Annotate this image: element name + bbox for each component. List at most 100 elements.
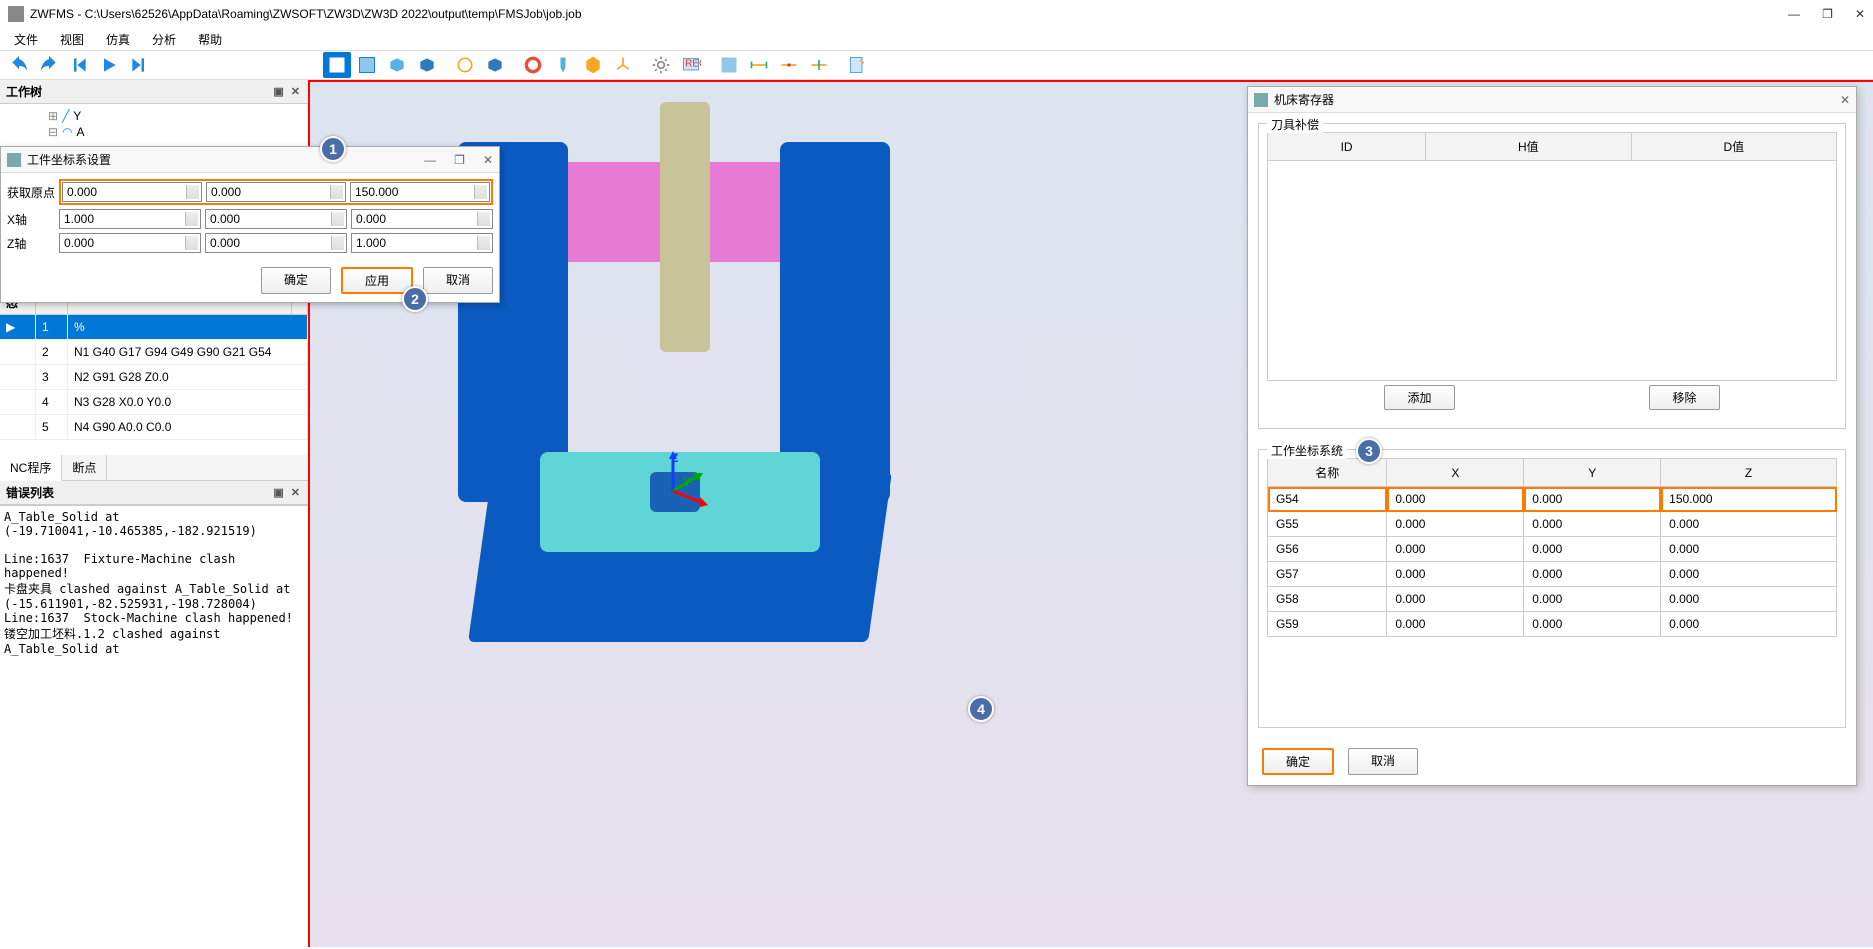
- gear-icon[interactable]: [647, 52, 675, 78]
- wcs-row[interactable]: G580.0000.0000.000: [1268, 587, 1837, 612]
- wcs-row[interactable]: G550.0000.0000.000: [1268, 512, 1837, 537]
- skip-end-icon[interactable]: [125, 52, 153, 78]
- hex-icon[interactable]: [579, 52, 607, 78]
- cube1-icon[interactable]: [383, 52, 411, 78]
- axes-icon[interactable]: [609, 52, 637, 78]
- coord-input[interactable]: 1.000: [351, 233, 493, 253]
- title-bar: ZWFMS - C:\Users\62526\AppData\Roaming\Z…: [0, 0, 1873, 28]
- wcs-title: 工作坐标系统: [1267, 442, 1347, 459]
- menu-file[interactable]: 文件: [4, 29, 48, 50]
- register-icon: [1254, 93, 1268, 107]
- coord-max-icon[interactable]: ❐: [454, 153, 465, 167]
- nc-row[interactable]: 4N3 G28 X0.0 Y0.0: [0, 390, 308, 415]
- reg-icon[interactable]: REG: [677, 52, 705, 78]
- tool-comp-group: 刀具补偿 ID H值 D值 添加 移除: [1258, 123, 1846, 429]
- coord-input[interactable]: 1.000: [59, 209, 201, 229]
- wcs-row[interactable]: G590.0000.0000.000: [1268, 612, 1837, 637]
- play-icon[interactable]: [95, 52, 123, 78]
- menu-sim[interactable]: 仿真: [96, 29, 140, 50]
- report-icon[interactable]: [843, 52, 871, 78]
- nc-rows[interactable]: ▶1%2N1 G40 G17 G94 G49 G90 G21 G543N2 G9…: [0, 315, 308, 455]
- coord-row: 获取原点 0.000 0.000 150.000: [7, 179, 493, 205]
- coord-titlebar[interactable]: 工件坐标系设置 — ❐ ✕: [1, 147, 499, 173]
- coord-input[interactable]: 0.000: [205, 233, 347, 253]
- cube2-icon[interactable]: [413, 52, 441, 78]
- measure2-icon[interactable]: [775, 52, 803, 78]
- undo-icon[interactable]: [5, 52, 33, 78]
- coord-input[interactable]: 0.000: [59, 233, 201, 253]
- wcs-table[interactable]: 名称 X Y Z G540.0000.000150.000G550.0000.0…: [1267, 458, 1837, 637]
- coord-close-icon[interactable]: ✕: [483, 153, 493, 167]
- circle-tool-icon[interactable]: [451, 52, 479, 78]
- wcs-col-z[interactable]: Z: [1661, 459, 1837, 487]
- coord-input[interactable]: 0.000: [206, 182, 346, 202]
- coord-dialog: 工件坐标系设置 — ❐ ✕ 获取原点 0.000 0.000 150.000 X轴…: [0, 146, 500, 303]
- coord-min-icon[interactable]: —: [424, 153, 436, 167]
- register-close-icon[interactable]: ✕: [1840, 93, 1850, 107]
- panel-controls[interactable]: ▣ ✕: [273, 85, 302, 98]
- main-toolbar: REG: [0, 50, 1873, 80]
- view-mode1-icon[interactable]: [323, 52, 351, 78]
- coord-input[interactable]: 0.000: [351, 209, 493, 229]
- view-mode2-icon[interactable]: [353, 52, 381, 78]
- tool-comp-table[interactable]: ID H值 D值: [1267, 132, 1837, 381]
- register-titlebar[interactable]: 机床寄存器 ✕: [1248, 87, 1856, 113]
- coord-row: X轴 1.000 0.000 0.000: [7, 209, 493, 229]
- close-button[interactable]: ✕: [1855, 7, 1865, 21]
- measure3-icon[interactable]: [805, 52, 833, 78]
- nc-row[interactable]: 3N2 G91 G28 Z0.0: [0, 365, 308, 390]
- redo-icon[interactable]: [35, 52, 63, 78]
- skip-start-icon[interactable]: [65, 52, 93, 78]
- remove-button[interactable]: 移除: [1649, 385, 1719, 410]
- coord-row: Z轴 0.000 0.000 1.000: [7, 233, 493, 253]
- error-list[interactable]: A_Table_Solid at (-19.710041,-10.465385,…: [0, 505, 308, 947]
- coord-input[interactable]: 150.000: [350, 182, 490, 202]
- nc-tabs: NC程序 断点: [0, 455, 308, 481]
- coord-cancel-button[interactable]: 取消: [423, 267, 493, 294]
- menu-help[interactable]: 帮助: [188, 29, 232, 50]
- machine-model: Z Y: [440, 102, 920, 642]
- tree-item-a[interactable]: ⊟ ◠ A: [48, 124, 288, 140]
- tc-col-h[interactable]: H值: [1426, 133, 1631, 161]
- tab-break[interactable]: 断点: [62, 455, 107, 480]
- wcs-col-x[interactable]: X: [1387, 459, 1524, 487]
- menu-analyze[interactable]: 分析: [142, 29, 186, 50]
- register-cancel-button[interactable]: 取消: [1348, 748, 1418, 775]
- coord-apply-button[interactable]: 应用: [341, 267, 413, 294]
- callout-3: 3: [1356, 438, 1382, 464]
- cube3-icon[interactable]: [481, 52, 509, 78]
- coord-input[interactable]: 0.000: [205, 209, 347, 229]
- tc-col-d[interactable]: D值: [1631, 133, 1836, 161]
- error-title: 错误列表: [6, 484, 54, 501]
- add-button[interactable]: 添加: [1384, 385, 1454, 410]
- wcs-col-y[interactable]: Y: [1524, 459, 1661, 487]
- coord-input[interactable]: 0.000: [62, 182, 202, 202]
- nc-row[interactable]: 2N1 G40 G17 G94 G49 G90 G21 G54: [0, 340, 308, 365]
- menu-view[interactable]: 视图: [50, 29, 94, 50]
- minimize-button[interactable]: —: [1788, 7, 1800, 21]
- tc-col-id[interactable]: ID: [1268, 133, 1426, 161]
- wcs-row[interactable]: G570.0000.0000.000: [1268, 562, 1837, 587]
- wcs-row[interactable]: G560.0000.0000.000: [1268, 537, 1837, 562]
- tree-item-y[interactable]: ⊞ ╱ Y: [48, 108, 288, 124]
- panel-icon[interactable]: [715, 52, 743, 78]
- maximize-button[interactable]: ❐: [1822, 7, 1833, 21]
- coord-body: 获取原点 0.000 0.000 150.000 X轴 1.000 0.000 0…: [1, 173, 499, 263]
- measure1-icon[interactable]: [745, 52, 773, 78]
- nc-row[interactable]: 5N4 G90 A0.0 C0.0: [0, 415, 308, 440]
- svg-text:REG: REG: [685, 59, 701, 70]
- tool-icon[interactable]: [549, 52, 577, 78]
- tab-nc[interactable]: NC程序: [0, 455, 62, 481]
- lifebuoy-icon[interactable]: [519, 52, 547, 78]
- error-controls[interactable]: ▣ ✕: [273, 486, 302, 499]
- 3d-viewport[interactable]: Z Y 机床寄存器 ✕ 刀具补偿 ID: [310, 80, 1873, 947]
- wcs-row[interactable]: G540.0000.000150.000: [1268, 487, 1837, 512]
- tool-comp-title: 刀具补偿: [1267, 116, 1323, 133]
- work-tree[interactable]: ⊞ ╱ Y ⊟ ◠ A: [0, 104, 308, 152]
- register-ok-button[interactable]: 确定: [1262, 748, 1334, 775]
- window-title: ZWFMS - C:\Users\62526\AppData\Roaming\Z…: [30, 7, 582, 21]
- nc-row[interactable]: ▶1%: [0, 315, 308, 340]
- menu-bar: 文件 视图 仿真 分析 帮助: [0, 28, 1873, 50]
- error-header: 错误列表 ▣ ✕: [0, 481, 308, 505]
- coord-ok-button[interactable]: 确定: [261, 267, 331, 294]
